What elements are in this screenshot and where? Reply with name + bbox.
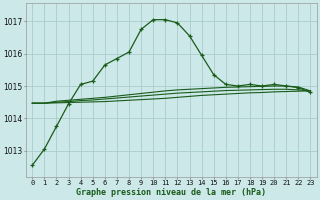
- X-axis label: Graphe pression niveau de la mer (hPa): Graphe pression niveau de la mer (hPa): [76, 188, 266, 197]
